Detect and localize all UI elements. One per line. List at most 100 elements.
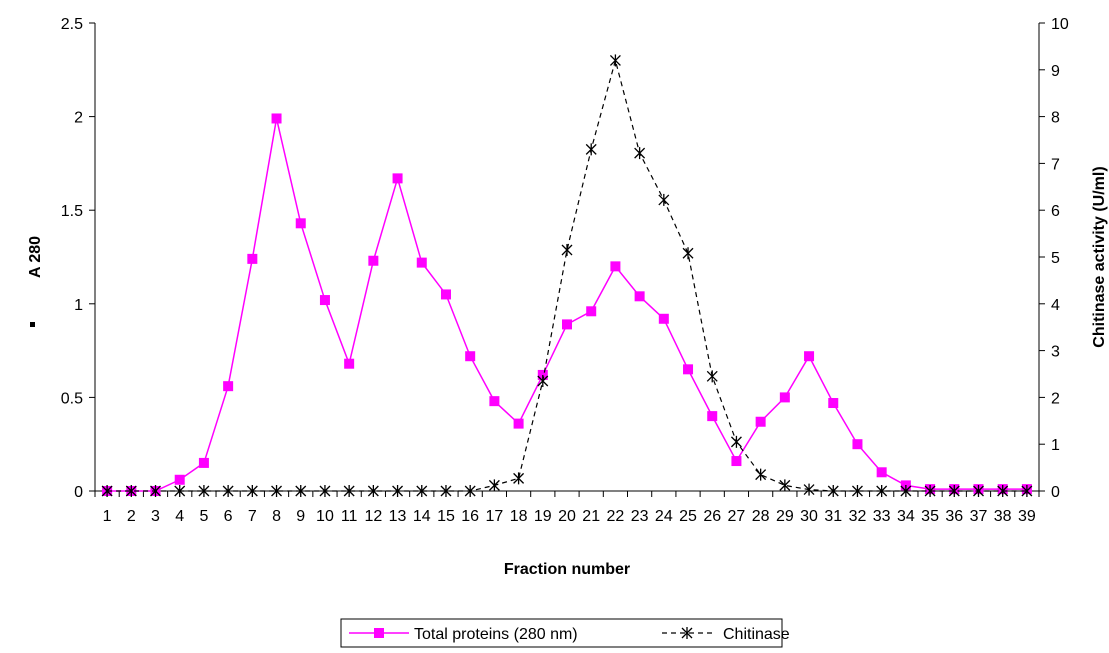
data-point-proteins xyxy=(440,289,451,300)
data-point-proteins xyxy=(562,319,572,330)
data-point-proteins xyxy=(537,369,548,380)
legend-box xyxy=(340,618,783,648)
legend-proteins-marker xyxy=(374,628,384,638)
x-tick-label: 18 xyxy=(510,508,528,525)
x-tick-label: 21 xyxy=(582,508,600,525)
series-line-chitinase xyxy=(107,58,1027,492)
data-point-chitinase xyxy=(295,485,307,497)
x-tick-label: 9 xyxy=(296,508,305,525)
data-point-chitinase xyxy=(827,485,839,497)
x-tick-label: 11 xyxy=(341,508,358,525)
x-tick-label: 31 xyxy=(824,508,842,525)
data-point-chitinase xyxy=(682,247,694,260)
x-tick-label: 33 xyxy=(873,508,891,525)
data-point-proteins xyxy=(174,474,185,485)
data-point-chitinase xyxy=(730,435,742,448)
x-tick-label: 34 xyxy=(897,508,915,525)
data-point-proteins xyxy=(344,358,355,369)
data-point-proteins xyxy=(416,257,427,268)
x-tick-label: 22 xyxy=(607,508,625,525)
data-point-proteins xyxy=(876,467,887,478)
data-point-chitinase xyxy=(440,485,452,497)
x-tick-label: 27 xyxy=(728,508,746,525)
y-axis-right-title: Chitinase activity (U/ml) xyxy=(1091,166,1108,347)
data-point-proteins xyxy=(513,418,524,429)
x-tick-label: 15 xyxy=(437,508,455,525)
data-point-proteins xyxy=(198,457,209,468)
x-tick-label: 4 xyxy=(175,508,184,525)
series-layer xyxy=(101,54,1033,497)
data-point-chitinase xyxy=(755,468,767,481)
data-point-chitinase xyxy=(488,479,500,492)
x-tick-label: 32 xyxy=(849,508,867,525)
data-point-chitinase xyxy=(343,485,355,497)
y-left-tick-label: 2 xyxy=(74,110,83,127)
data-point-proteins xyxy=(779,392,790,403)
data-point-chitinase xyxy=(609,54,621,67)
y-axis-left-title: A 280 xyxy=(27,236,44,278)
x-tick-label: 35 xyxy=(921,508,939,525)
x-tick-label: 28 xyxy=(752,508,770,525)
data-point-chitinase xyxy=(319,485,331,497)
x-tick-label: 5 xyxy=(199,508,208,525)
data-point-chitinase xyxy=(561,243,573,256)
data-point-proteins xyxy=(295,218,306,229)
data-point-proteins xyxy=(465,351,476,362)
data-point-chitinase xyxy=(537,375,549,388)
data-point-proteins xyxy=(392,173,403,184)
data-point-proteins xyxy=(271,113,282,124)
data-point-chitinase xyxy=(198,485,210,497)
x-tick-label: 19 xyxy=(534,508,552,525)
legend: Total proteins (280 nm) Chitinase xyxy=(340,618,790,648)
y-left-tick-label: 2.5 xyxy=(61,16,83,33)
x-tick-label: 12 xyxy=(364,508,382,525)
data-point-chitinase xyxy=(222,485,234,497)
data-point-proteins xyxy=(683,364,694,375)
data-point-proteins xyxy=(319,295,330,306)
data-point-proteins xyxy=(852,439,863,450)
x-axis-title: Fraction number xyxy=(504,561,630,578)
x-tick-label: 39 xyxy=(1018,508,1036,525)
data-point-proteins xyxy=(610,261,621,272)
data-point-proteins xyxy=(731,456,742,467)
data-point-chitinase xyxy=(150,485,161,497)
series-line-proteins xyxy=(107,118,1027,492)
x-tick-label: 1 xyxy=(103,508,112,525)
x-tick-label: 20 xyxy=(558,508,576,525)
x-tick-label: 7 xyxy=(248,508,257,525)
data-point-chitinase xyxy=(634,147,646,160)
data-point-chitinase xyxy=(973,485,984,497)
y-right-tick-label: 9 xyxy=(1051,63,1060,80)
data-point-chitinase xyxy=(803,483,815,496)
y-right-tick-label: 7 xyxy=(1051,156,1060,173)
y-left-tick-label: 0 xyxy=(74,484,83,501)
data-point-chitinase xyxy=(367,485,379,497)
legend-chitinase-marker xyxy=(681,627,693,639)
data-point-chitinase xyxy=(900,485,912,497)
data-point-proteins xyxy=(634,291,645,302)
data-point-proteins xyxy=(586,306,597,317)
y-left-tick-label: 1.5 xyxy=(61,203,83,220)
y-right-tick-label: 2 xyxy=(1051,390,1060,407)
y-right-tick-label: 10 xyxy=(1051,16,1069,33)
data-point-proteins xyxy=(707,411,718,422)
data-point-chitinase xyxy=(852,485,863,497)
y-right-tick-label: 6 xyxy=(1051,203,1060,220)
data-point-chitinase xyxy=(779,479,791,492)
data-point-chitinase xyxy=(416,485,428,497)
data-point-proteins xyxy=(804,351,815,362)
data-point-chitinase xyxy=(948,485,960,497)
data-point-chitinase xyxy=(924,485,936,497)
data-point-chitinase xyxy=(876,485,888,497)
x-tick-label: 2 xyxy=(127,508,136,525)
y-right-tick-label: 4 xyxy=(1051,297,1060,314)
y-right-tick-label: 5 xyxy=(1051,250,1060,267)
data-point-chitinase xyxy=(997,485,1009,497)
x-tick-label: 13 xyxy=(389,508,407,525)
data-point-chitinase xyxy=(706,370,718,383)
x-tick-label: 6 xyxy=(224,508,233,525)
y-axis-left-title-marker xyxy=(30,322,35,327)
